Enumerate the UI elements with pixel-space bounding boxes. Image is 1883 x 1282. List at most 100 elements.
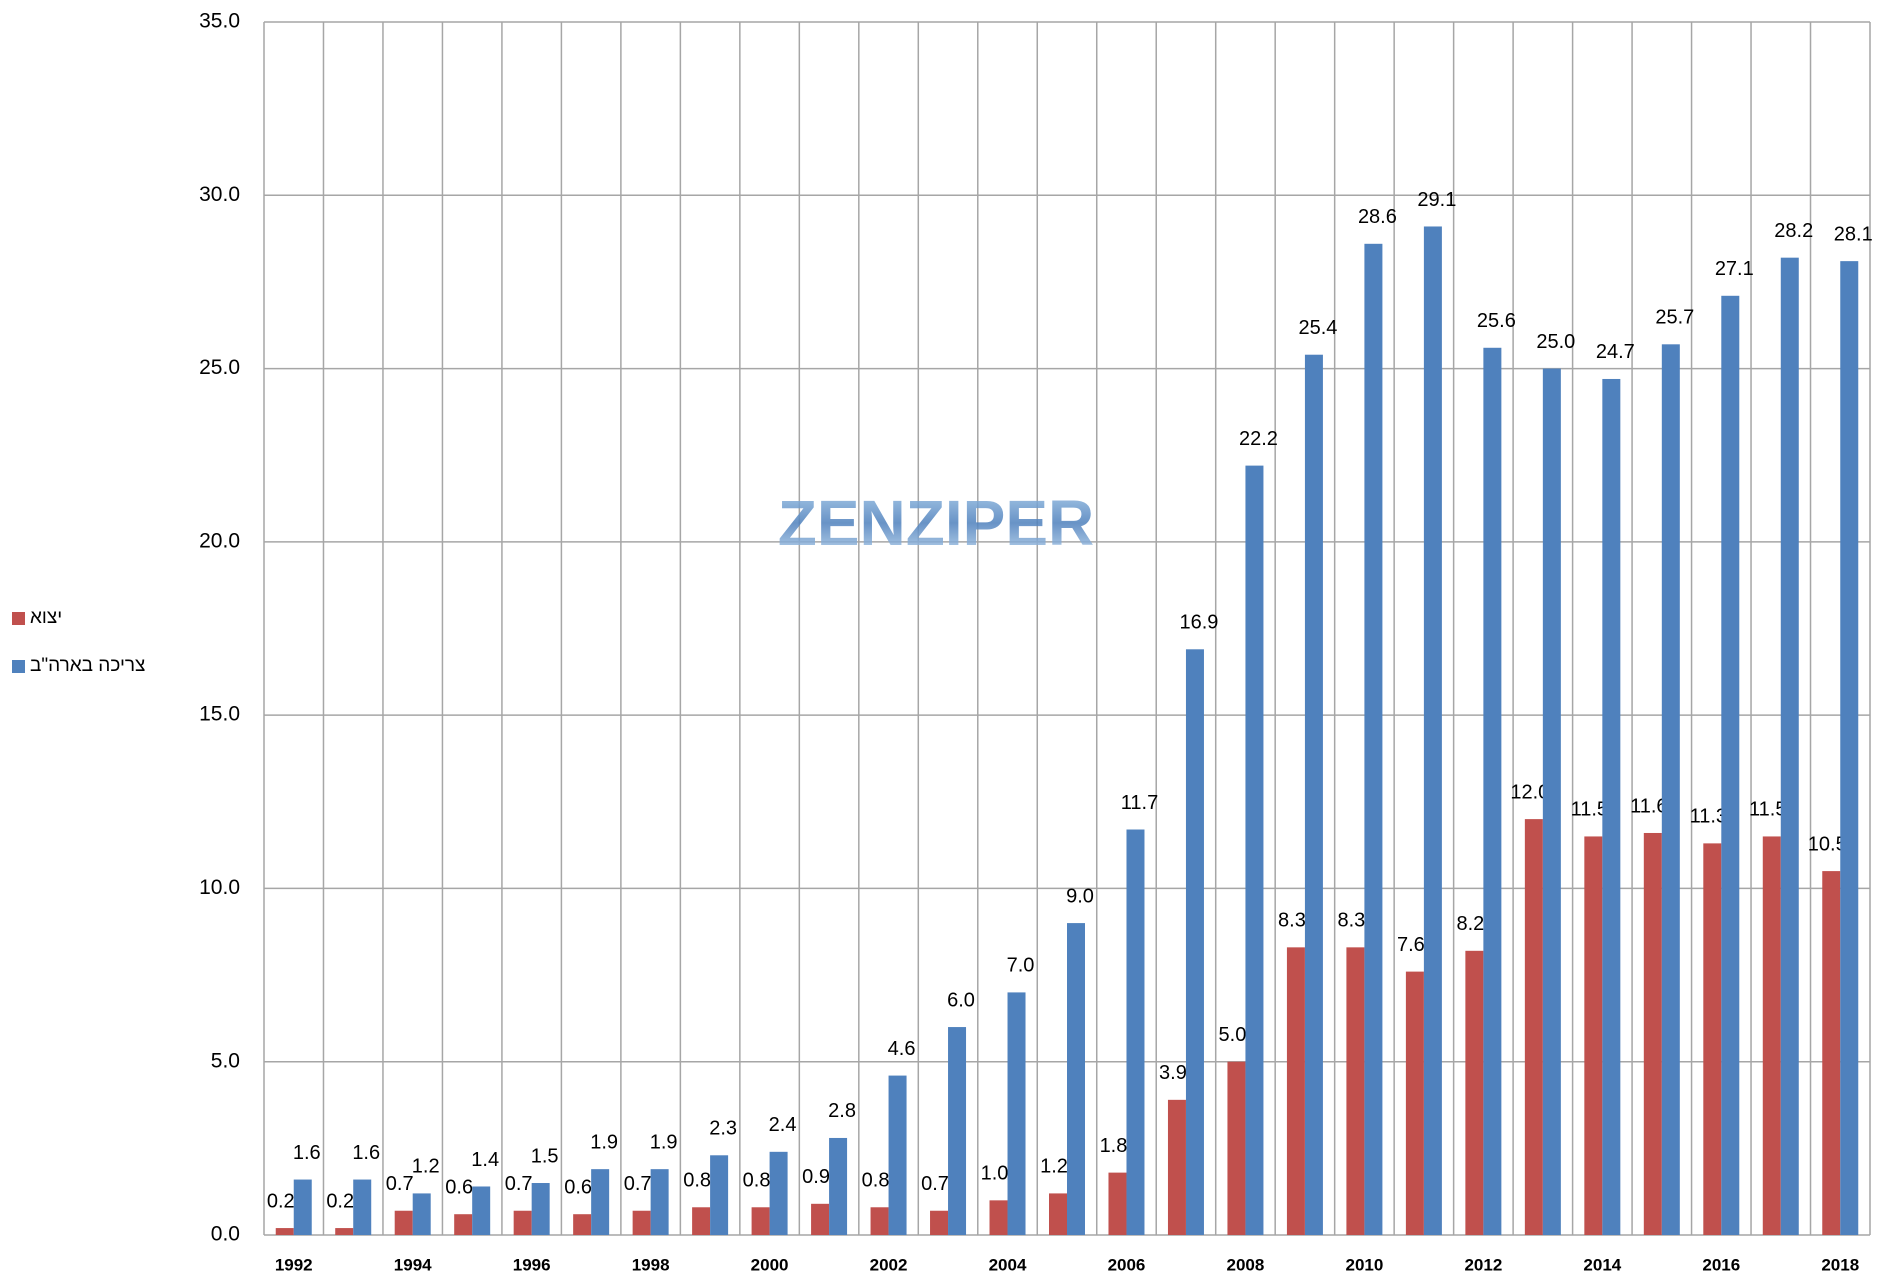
x-tick-label: 1998 [632, 1255, 670, 1274]
bar [1542, 368, 1561, 1236]
y-tick-label: 30.0 [199, 183, 240, 206]
bar [1405, 971, 1424, 1235]
value-label: 24.7 [1596, 341, 1635, 363]
value-label: 5.0 [1219, 1024, 1247, 1046]
value-label: 0.9 [802, 1166, 830, 1188]
x-tick-label: 2016 [1702, 1255, 1740, 1274]
value-label: 28.6 [1358, 206, 1397, 228]
y-tick-label: 10.0 [199, 876, 240, 899]
bar [1245, 465, 1264, 1235]
legend-swatch [12, 612, 25, 625]
bar [1721, 295, 1740, 1235]
value-label: 0.2 [326, 1190, 354, 1212]
x-tick-label: 2006 [1108, 1255, 1146, 1274]
bar [1584, 836, 1603, 1235]
bar [888, 1075, 907, 1235]
value-label: 16.9 [1179, 612, 1218, 634]
bar [335, 1228, 354, 1235]
value-label: 1.4 [471, 1149, 499, 1171]
bar [1126, 829, 1145, 1235]
value-label: 0.7 [386, 1173, 414, 1195]
x-tick-label: 2010 [1345, 1255, 1383, 1274]
value-label: 25.4 [1298, 317, 1337, 339]
value-label: 11.7 [1121, 792, 1158, 814]
bar [573, 1214, 592, 1235]
value-label: 6.0 [947, 989, 975, 1011]
bar [1762, 836, 1781, 1235]
bar [1346, 947, 1365, 1235]
value-label: 11.5 [1749, 799, 1786, 821]
bar [1840, 261, 1859, 1235]
bar [472, 1186, 491, 1235]
value-label: 1.2 [412, 1156, 440, 1178]
value-label: 0.8 [683, 1170, 711, 1192]
bar [412, 1193, 431, 1235]
y-tick-label: 35.0 [199, 10, 240, 33]
x-tick-label: 2004 [989, 1255, 1027, 1274]
bar [353, 1179, 372, 1235]
legend-label: צריכה בארה"ב [30, 655, 145, 676]
bar [1286, 947, 1305, 1235]
bar [769, 1151, 788, 1235]
x-tick-label: 1994 [394, 1255, 432, 1274]
bar [1108, 1172, 1127, 1235]
bar [632, 1210, 651, 1235]
value-label: 11.3 [1690, 806, 1727, 828]
bar [870, 1207, 889, 1235]
bar [1643, 832, 1662, 1235]
watermark: ZENZIPER [778, 487, 1094, 559]
x-tick-label: 1992 [275, 1255, 313, 1274]
y-tick-label: 25.0 [199, 356, 240, 379]
value-label: 1.2 [1040, 1156, 1068, 1178]
bar [531, 1183, 550, 1235]
value-label: 25.7 [1655, 307, 1694, 329]
value-label: 11.5 [1571, 799, 1608, 821]
value-label: 1.9 [650, 1131, 678, 1153]
value-label: 0.7 [505, 1173, 533, 1195]
bar [1067, 923, 1085, 1235]
bar [394, 1210, 413, 1235]
y-tick-label: 0.0 [211, 1223, 240, 1246]
bar [930, 1210, 949, 1235]
bar [1483, 347, 1502, 1236]
bar [751, 1207, 770, 1235]
value-label: 1.6 [352, 1142, 380, 1164]
value-label: 1.8 [1100, 1135, 1128, 1157]
value-label: 1.6 [293, 1142, 321, 1164]
bar [1304, 354, 1323, 1235]
legend-label: יצוא [30, 607, 62, 628]
value-label: 7.0 [1007, 955, 1035, 977]
bar [1661, 344, 1680, 1236]
bar [692, 1207, 711, 1235]
x-tick-label: 2000 [751, 1255, 789, 1274]
bar [1227, 1061, 1246, 1235]
bar [829, 1137, 848, 1235]
x-tick-label: 2008 [1227, 1255, 1265, 1274]
legend-swatch [12, 660, 25, 673]
value-label: 4.6 [888, 1038, 916, 1060]
value-label: 10.5 [1808, 833, 1847, 855]
bar [650, 1169, 669, 1235]
value-label: 3.9 [1159, 1062, 1187, 1084]
value-label: 25.0 [1536, 331, 1575, 353]
value-label: 8.3 [1278, 910, 1306, 932]
bar [591, 1169, 610, 1235]
bar [989, 1200, 1008, 1235]
bar [275, 1228, 294, 1235]
value-label: 29.1 [1417, 189, 1456, 211]
value-label: 28.1 [1834, 223, 1873, 245]
y-tick-label: 5.0 [211, 1049, 240, 1072]
value-label: 1.5 [531, 1145, 559, 1167]
bar [1703, 843, 1722, 1235]
value-label: 0.8 [743, 1170, 771, 1192]
bar [710, 1155, 729, 1235]
value-label: 0.6 [445, 1176, 473, 1198]
value-label: 2.3 [709, 1118, 737, 1140]
value-label: 22.2 [1239, 428, 1278, 450]
bar [1364, 243, 1383, 1235]
bar [1780, 257, 1799, 1235]
value-label: 28.2 [1774, 220, 1813, 242]
value-label: 8.2 [1456, 913, 1484, 935]
value-label: 27.1 [1715, 258, 1754, 280]
value-label: 2.8 [828, 1100, 856, 1122]
